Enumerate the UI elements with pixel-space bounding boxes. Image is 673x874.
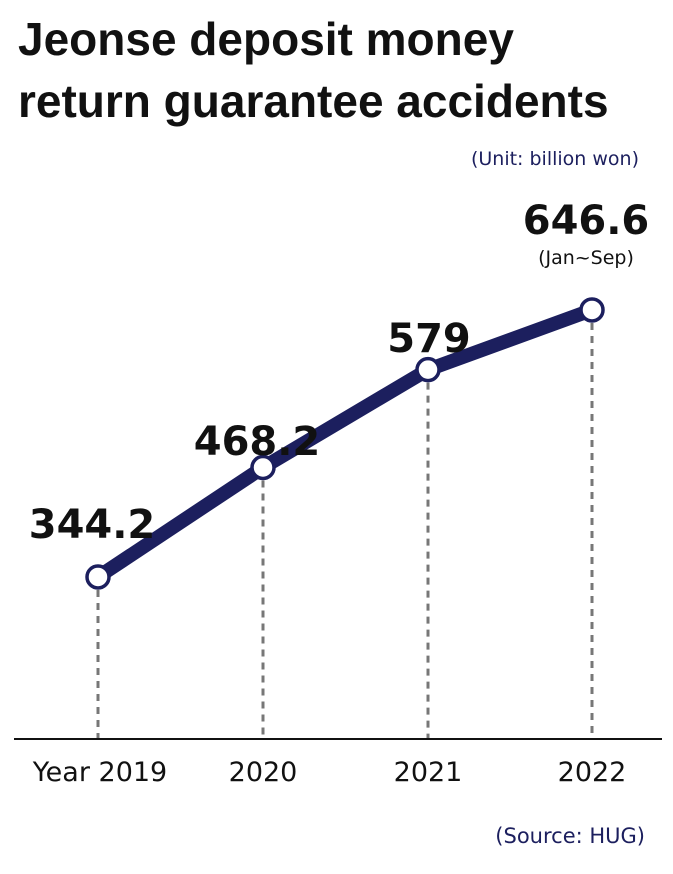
value-note-3: (Jan~Sep) <box>538 247 634 269</box>
chart-title-line-2: return guarantee accidents <box>18 75 609 127</box>
data-point-1 <box>250 454 276 481</box>
value-label-2: 579 <box>387 316 471 362</box>
x-tick-labels: Year 2019 2020 2021 2022 <box>32 757 627 788</box>
data-point-0 <box>85 564 111 590</box>
data-point-2 <box>415 356 441 383</box>
chart-title-line-1: Jeonse deposit money <box>18 13 514 65</box>
data-points <box>85 297 605 590</box>
guide-lines <box>96 309 594 739</box>
x-tick-label-3: 2022 <box>558 757 627 788</box>
value-label-3: 646.6 <box>523 198 650 244</box>
value-labels: 344.2 468.2 579 646.6 (Jan~Sep) <box>29 198 650 548</box>
series-line <box>91 302 599 584</box>
x-tick-label-2: 2021 <box>394 757 463 788</box>
x-tick-label-1: 2020 <box>229 757 298 788</box>
chart-title: Jeonse deposit money return guarantee ac… <box>18 8 668 132</box>
x-tick-label-0: Year 2019 <box>32 757 167 788</box>
data-point-3 <box>579 297 605 323</box>
unit-label: (Unit: billion won) <box>470 148 639 170</box>
value-label-1: 468.2 <box>194 419 321 465</box>
source-label: (Source: HUG) <box>495 824 645 848</box>
value-label-0: 344.2 <box>29 502 156 548</box>
